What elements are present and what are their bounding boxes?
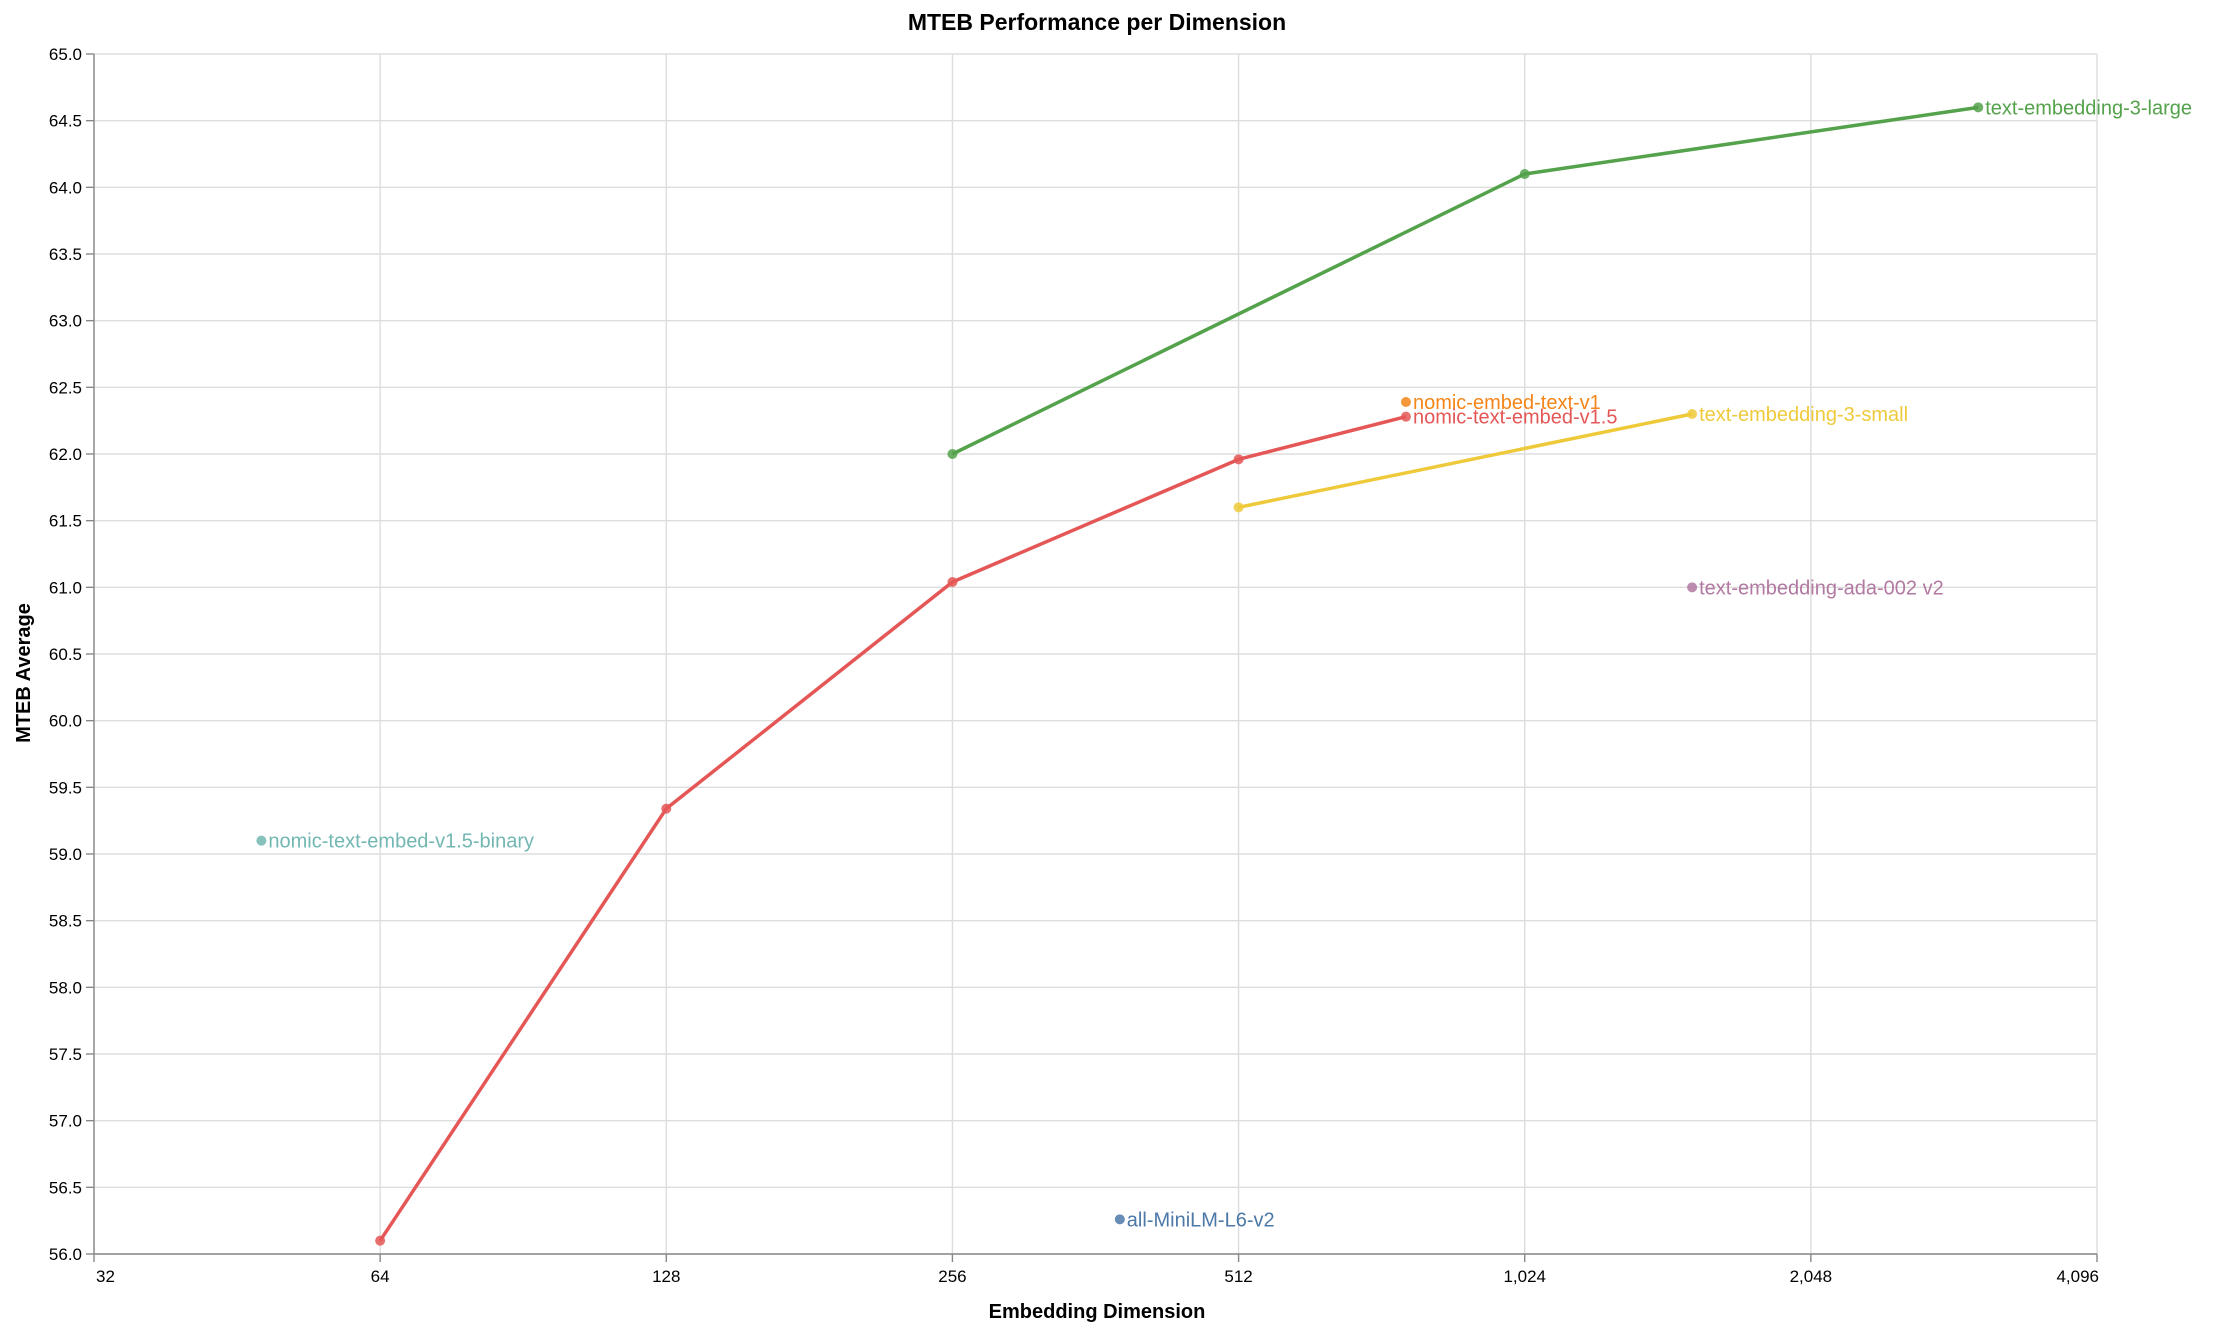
data-point [1519,169,1530,179]
y-tick-label: 61.5 [49,512,82,531]
y-tick-label: 59.0 [49,845,82,864]
x-tick-label: 2,048 [1790,1267,1833,1286]
y-tick-label: 60.5 [49,645,82,664]
data-point [661,803,672,814]
data-point [1114,1214,1125,1225]
chart-title: MTEB Performance per Dimension [908,9,1286,35]
y-tick-label: 63.0 [49,312,82,331]
data-point [256,835,267,846]
data-point [1687,582,1698,593]
y-tick-label: 64.0 [49,178,82,197]
series-label: nomic-text-embed-v1.5 [1413,407,1618,429]
series-label: text-embedding-3-large [1985,97,2192,119]
series-label: text-embedding-ada-002 v2 [1699,577,1944,599]
series-lines [378,105,1979,1242]
data-point [1973,102,1984,113]
x-tick-label: 32 [96,1267,115,1286]
y-tick-label: 57.5 [49,1045,82,1064]
series-label: text-embedding-3-small [1699,404,1908,426]
y-tick-label: 65.0 [49,45,82,64]
x-tick-label: 512 [1224,1267,1252,1286]
x-tick-label: 128 [652,1267,680,1286]
data-point [1233,502,1244,513]
y-tick-label: 61.0 [49,578,82,597]
y-axis-title: MTEB Average [13,603,35,743]
y-tick-label: 56.5 [49,1178,82,1197]
data-point [947,577,958,587]
series-labels: text-embedding-3-large nomic-embed-text-v… [268,97,2192,1231]
data-point [1400,411,1411,422]
y-tick-label: 59.5 [49,778,82,797]
x-tick-label: 4,096 [2056,1267,2099,1286]
data-point [947,449,958,459]
data-point [1400,397,1411,407]
y-tick-label: 64.5 [49,112,82,131]
grid-lines [93,53,2098,1255]
axes: 32 64 128 256 512 1,024 2,048 4,096 56.0 56.5 57.0… [49,45,2099,1286]
y-tick-label: 57.0 [49,1112,82,1131]
y-tick-label: 62.0 [49,445,82,464]
y-tick-label: 62.5 [49,378,82,397]
data-point [1687,409,1698,419]
series-line [1238,412,1693,510]
y-tick-label: 58.0 [49,978,82,997]
y-tick-label: 56.0 [49,1245,82,1264]
y-tick-label: 63.5 [49,245,82,264]
data-points [256,102,1984,1246]
x-tick-label: 256 [938,1267,966,1286]
series-label: all-MiniLM-L6-v2 [1127,1209,1275,1231]
series-label: nomic-text-embed-v1.5-binary [268,831,534,853]
x-tick-label: 64 [371,1267,390,1286]
data-point [375,1235,386,1246]
y-tick-label: 58.5 [49,912,82,931]
series-label: nomic-embed-text-v1 [1413,392,1601,414]
data-point [1233,454,1244,465]
x-tick-label: 1,024 [1503,1267,1546,1286]
series-line [378,414,1407,1242]
x-axis-title: Embedding Dimension [989,1301,1206,1323]
y-tick-label: 60.0 [49,712,82,731]
